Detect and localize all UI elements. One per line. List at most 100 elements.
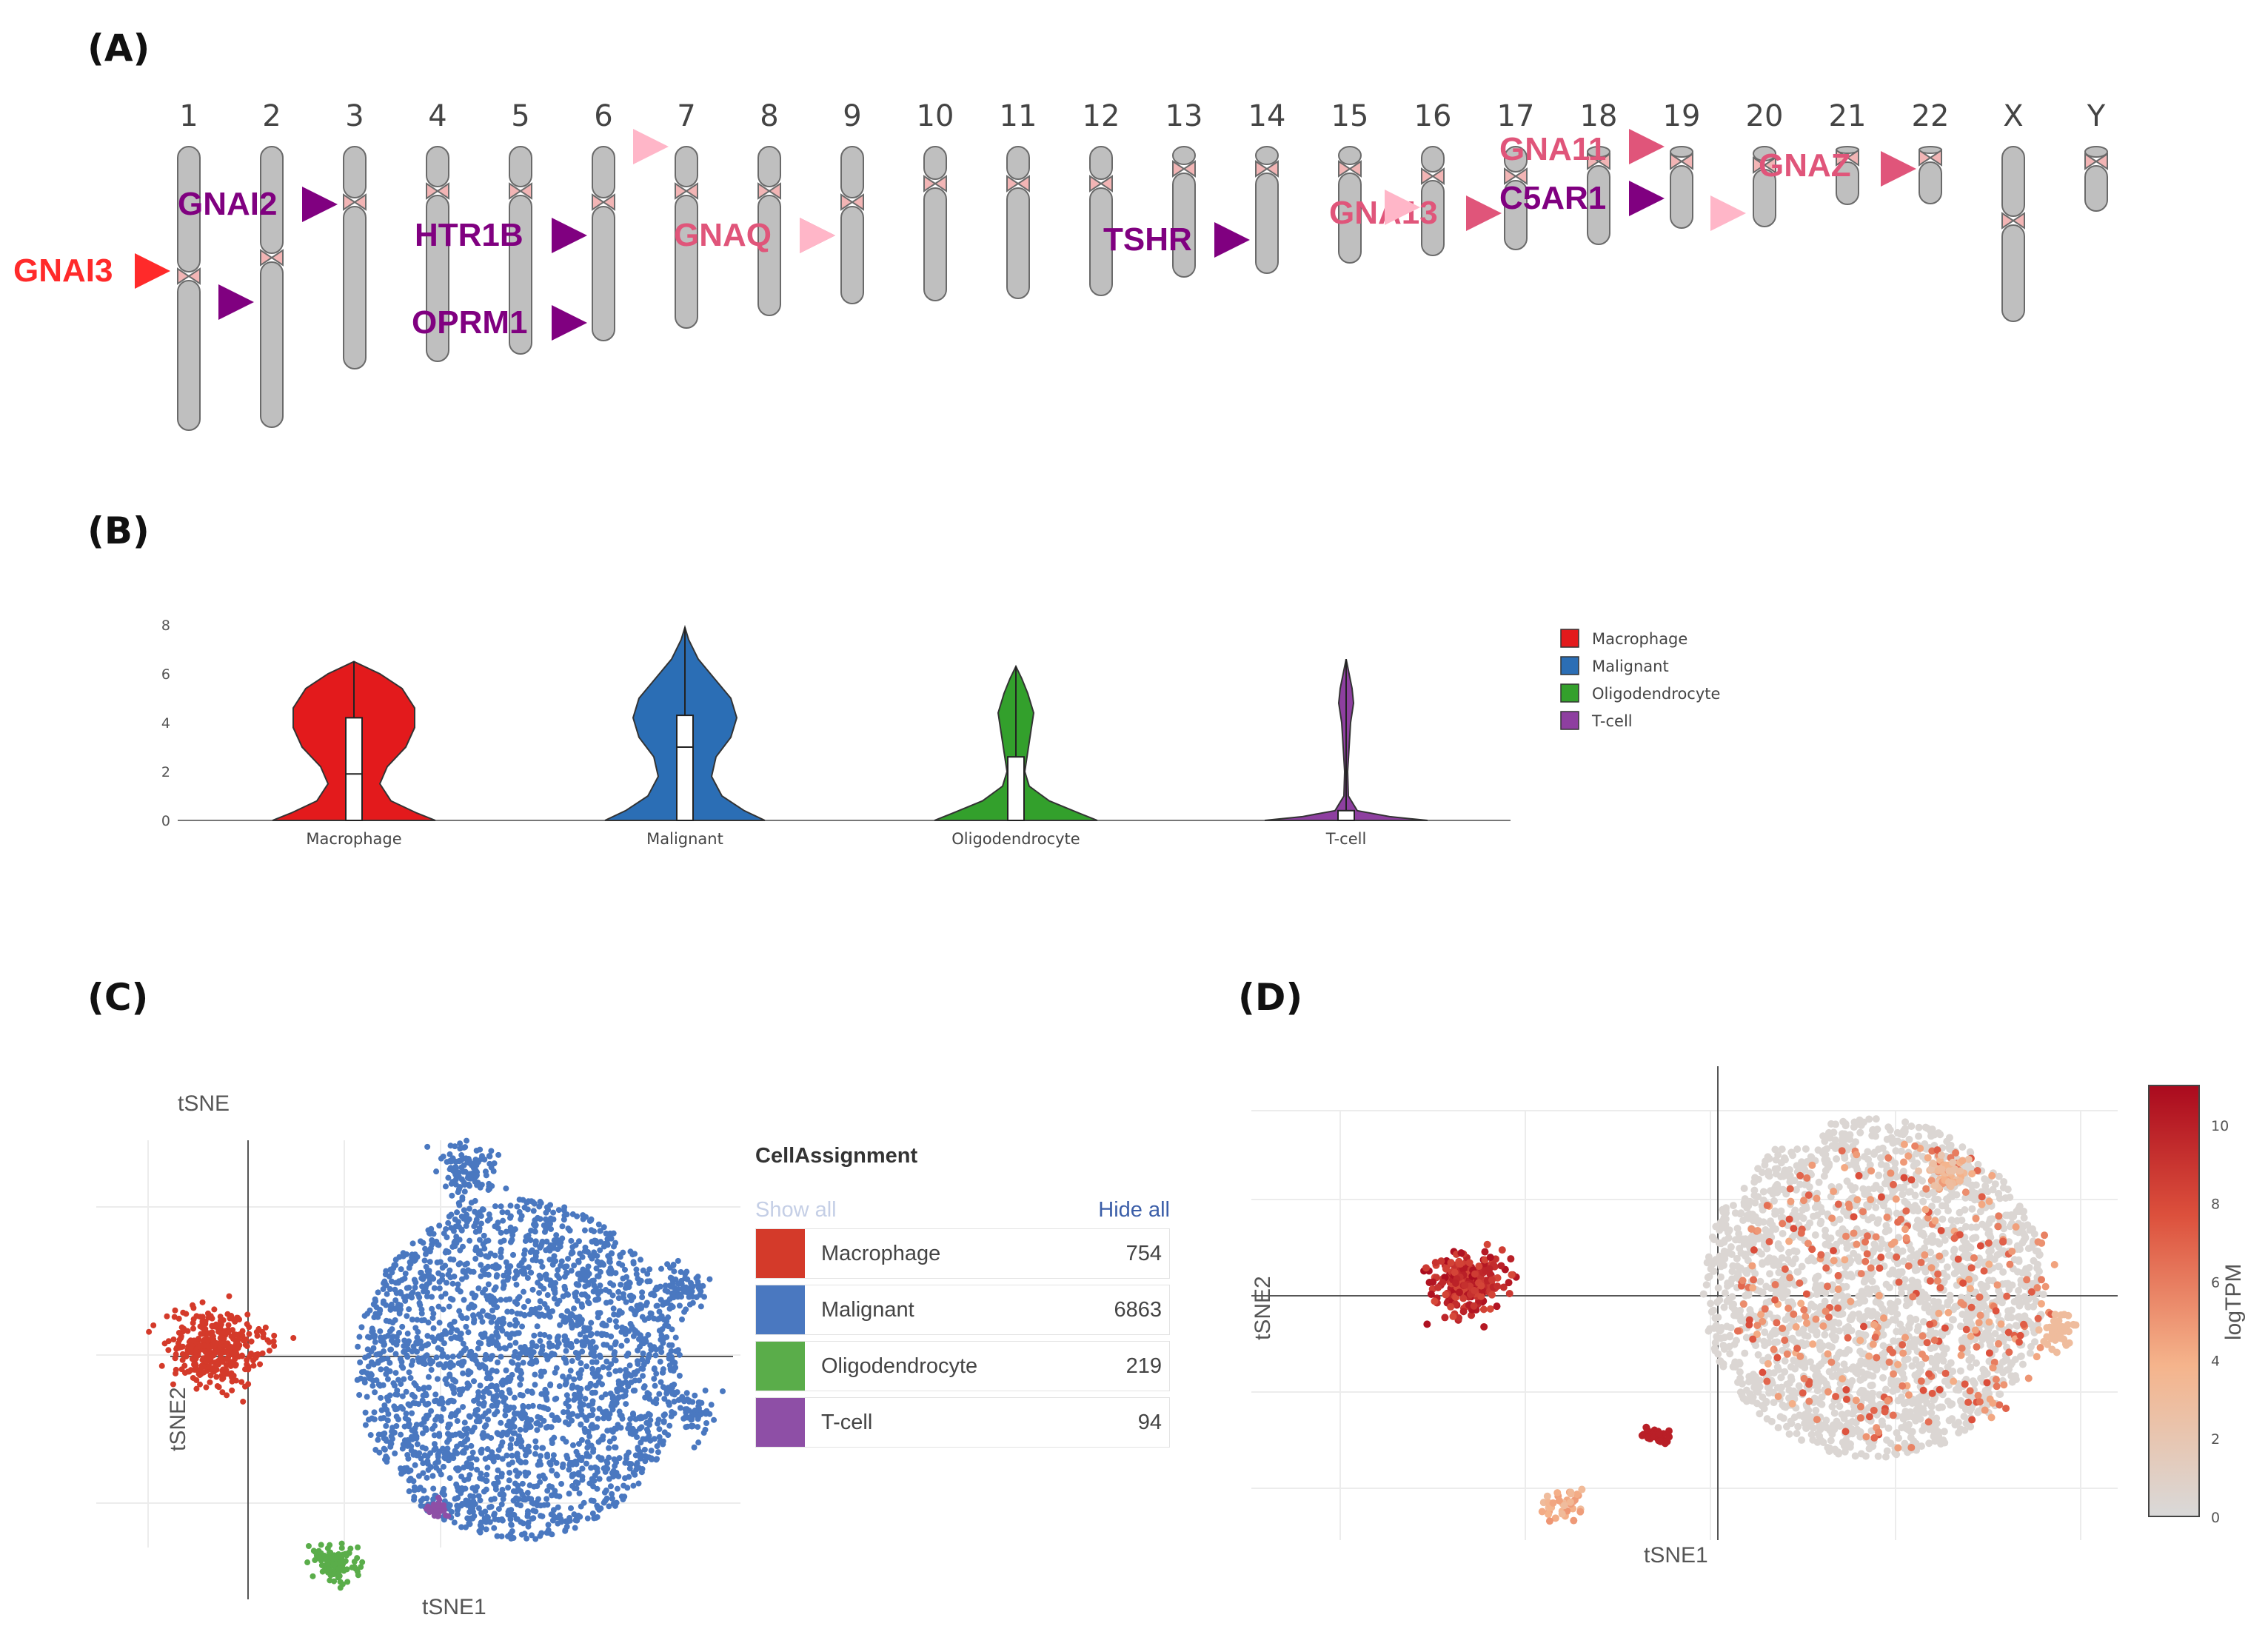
data-point	[523, 1420, 530, 1427]
data-point	[457, 1331, 464, 1337]
data-point	[574, 1281, 581, 1288]
data-point	[1882, 1280, 1890, 1288]
data-point	[594, 1253, 601, 1259]
data-point	[549, 1261, 556, 1268]
data-point	[568, 1341, 575, 1348]
data-point	[529, 1388, 535, 1395]
data-point	[1894, 1298, 1902, 1306]
data-point	[544, 1502, 551, 1508]
data-point	[470, 1160, 477, 1167]
data-point	[445, 1174, 452, 1181]
data-point	[373, 1304, 380, 1311]
data-point	[392, 1370, 399, 1376]
data-point	[537, 1216, 543, 1222]
data-point	[553, 1232, 560, 1239]
data-point	[423, 1342, 429, 1348]
data-point	[430, 1325, 437, 1331]
data-point	[405, 1416, 412, 1423]
data-point	[482, 1271, 489, 1278]
data-point	[1841, 1154, 1849, 1162]
data-point	[695, 1424, 701, 1431]
data-point	[629, 1425, 636, 1432]
data-point	[544, 1355, 551, 1362]
data-point	[552, 1488, 558, 1494]
data-point	[537, 1533, 543, 1539]
legend-row-oligodendrocyte[interactable]: Oligodendrocyte 219	[755, 1341, 1170, 1391]
data-point	[495, 1516, 502, 1523]
data-point	[600, 1364, 606, 1371]
data-point	[1916, 1298, 1924, 1306]
data-point	[355, 1343, 361, 1350]
data-point	[487, 1383, 494, 1390]
data-point	[1721, 1289, 1729, 1297]
data-point	[498, 1419, 504, 1426]
data-point	[392, 1257, 399, 1263]
data-point	[393, 1422, 400, 1429]
data-point	[209, 1367, 215, 1374]
data-point	[670, 1368, 677, 1374]
data-point	[643, 1299, 650, 1306]
data-point	[388, 1278, 395, 1285]
data-point	[520, 1402, 526, 1409]
data-point	[602, 1391, 609, 1398]
data-point	[551, 1434, 558, 1441]
data-point	[1838, 1411, 1846, 1419]
legend-name: Malignant	[821, 1297, 914, 1322]
data-point	[490, 1168, 497, 1174]
data-point	[442, 1328, 449, 1334]
data-point	[619, 1415, 626, 1422]
data-point	[1699, 1290, 1707, 1298]
data-point	[695, 1399, 702, 1405]
legend-row-macrophage[interactable]: Macrophage 754	[755, 1228, 1170, 1279]
data-point	[564, 1518, 571, 1525]
data-point	[1713, 1298, 1722, 1306]
data-point	[372, 1332, 378, 1339]
data-point	[1778, 1145, 1786, 1154]
show-all-link[interactable]: Show all	[755, 1198, 837, 1222]
data-point	[594, 1502, 601, 1509]
gene-marker-icon	[1881, 151, 1916, 187]
data-point	[556, 1274, 563, 1281]
data-point	[246, 1324, 252, 1331]
data-point	[475, 1285, 482, 1291]
data-point	[484, 1217, 491, 1224]
legend-label: Oligodendrocyte	[1592, 685, 1720, 703]
data-point	[528, 1198, 535, 1205]
data-point	[644, 1358, 651, 1365]
data-point	[478, 1471, 484, 1477]
data-point	[541, 1222, 547, 1228]
legend-row-t-cell[interactable]: T-cell 94	[755, 1397, 1170, 1448]
data-point	[634, 1358, 640, 1365]
data-point	[589, 1476, 595, 1482]
data-point	[466, 1237, 473, 1244]
data-point	[1878, 1417, 1886, 1425]
data-point	[461, 1448, 467, 1454]
data-point	[614, 1388, 620, 1395]
data-point	[514, 1516, 521, 1522]
data-point	[633, 1266, 640, 1273]
data-point	[418, 1455, 424, 1462]
data-point	[498, 1203, 504, 1210]
data-point	[560, 1374, 566, 1380]
data-point	[1938, 1202, 1946, 1210]
data-point	[593, 1359, 600, 1365]
data-point	[666, 1422, 673, 1429]
hide-all-link[interactable]: Hide all	[1098, 1198, 1170, 1222]
gene-label-oprm1: OPRM1	[412, 304, 527, 341]
data-point	[271, 1332, 278, 1339]
legend-row-malignant[interactable]: Malignant 6863	[755, 1285, 1170, 1335]
data-point	[616, 1455, 623, 1462]
data-point	[548, 1511, 555, 1518]
data-point	[1991, 1180, 1999, 1188]
data-point	[1911, 1181, 1919, 1189]
data-point	[543, 1496, 550, 1502]
data-point	[538, 1502, 544, 1509]
data-point	[584, 1515, 591, 1522]
data-point	[441, 1491, 447, 1498]
data-point	[532, 1371, 538, 1378]
data-point	[628, 1292, 635, 1299]
data-point	[522, 1459, 529, 1465]
data-point	[632, 1377, 638, 1384]
data-point	[266, 1339, 272, 1345]
data-point	[453, 1481, 460, 1488]
